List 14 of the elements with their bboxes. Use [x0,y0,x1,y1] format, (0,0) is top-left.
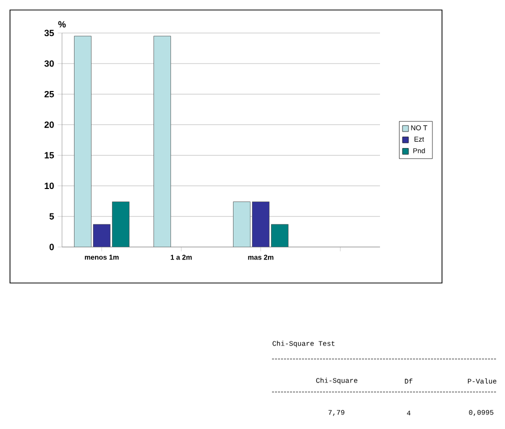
y-tick-label: 30 [44,60,54,67]
bar [93,224,110,247]
y-tick-label: 20 [44,122,54,128]
bar [112,202,130,247]
y-tick-label: 25 [44,90,54,98]
bar [271,224,288,247]
bar [252,202,270,247]
y-tick-label: 0 [50,244,54,250]
y-tick-label: 5 [49,213,54,220]
y-tick-label: 35 [44,30,54,36]
bar [154,36,171,247]
y-tick-label: 10 [44,182,54,190]
y-axis-title: % [58,21,66,28]
y-tick-label: 15 [44,152,54,158]
